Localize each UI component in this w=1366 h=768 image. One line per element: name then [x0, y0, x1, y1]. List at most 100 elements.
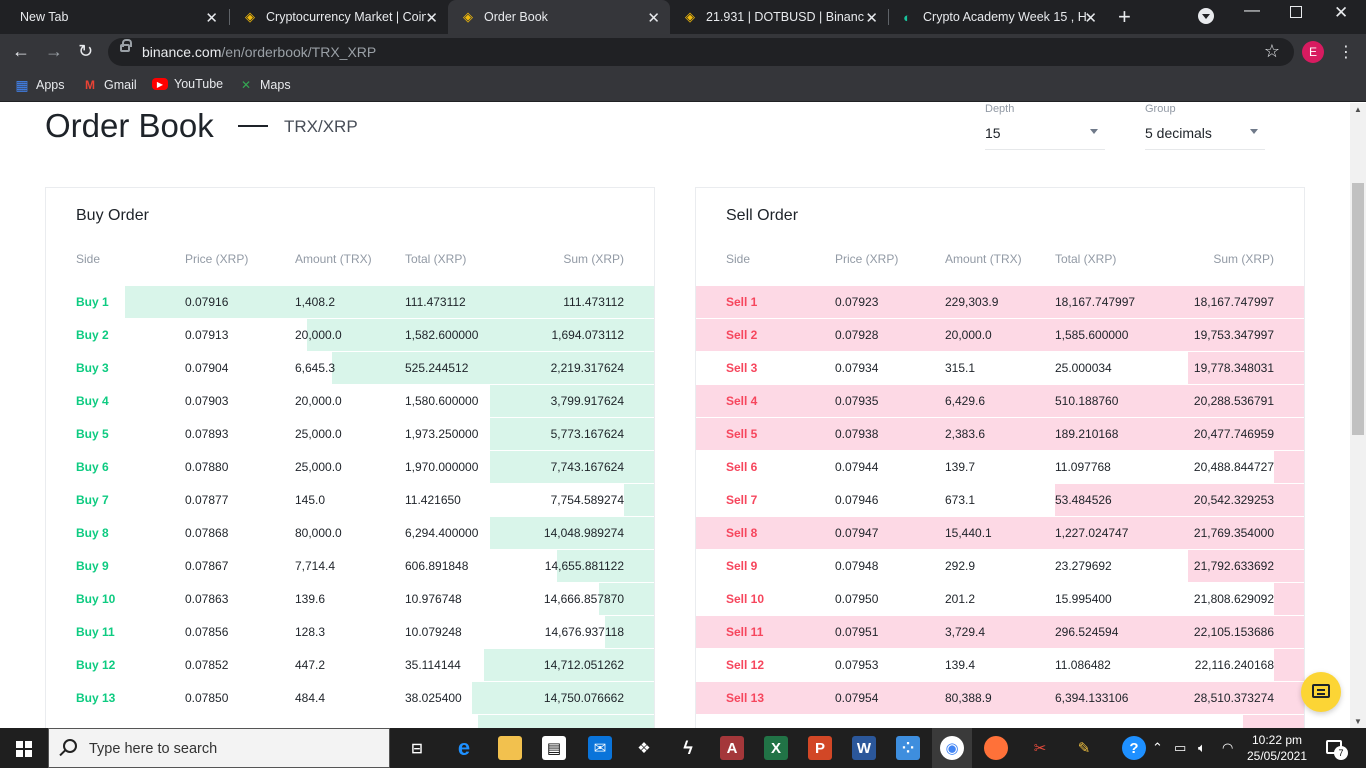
window-close-icon[interactable]: ✕: [1334, 3, 1349, 22]
order-row[interactable]: Buy 5 0.07893 25,000.0 1,973.250000 5,773.16…: [46, 418, 654, 450]
cell-amount: 7,714.4: [295, 559, 336, 573]
order-row[interactable]: Buy 7 0.07877 145.0 11.421650 7,754.589274: [46, 484, 654, 516]
mail-icon[interactable]: ✉: [588, 736, 612, 760]
order-row[interactable]: Buy 9 0.07867 7,714.4 606.891848 14,655.8811…: [46, 550, 654, 582]
wifi-icon[interactable]: ◠: [1222, 740, 1234, 755]
order-row[interactable]: [696, 715, 1304, 728]
cell-total: 23.279692: [1055, 559, 1112, 573]
order-row[interactable]: Sell 6 0.07944 139.7 11.097768 20,488.844727: [696, 451, 1304, 483]
page-scrollbar[interactable]: ▲ ▼: [1350, 103, 1366, 728]
lock-icon: [120, 39, 132, 52]
tab-crypto-academy[interactable]: ◐ Crypto Academy Week 15 , H ✕: [889, 0, 1107, 34]
depth-bar: [331, 352, 654, 384]
order-row[interactable]: Sell 3 0.07934 315.1 25.000034 19,778.348031: [696, 352, 1304, 384]
new-tab-plus-icon[interactable]: +: [1118, 4, 1131, 29]
minimize-icon[interactable]: —: [1244, 2, 1260, 19]
chrome-icon[interactable]: ◉: [940, 736, 964, 760]
close-icon[interactable]: ✕: [647, 10, 660, 27]
help-icon[interactable]: ?: [1122, 736, 1146, 760]
cell-amount: 25,000.0: [295, 460, 342, 474]
network-app-icon[interactable]: ⁘: [896, 736, 920, 760]
app-bolt-icon[interactable]: ϟ: [683, 737, 693, 758]
order-row[interactable]: Sell 10 0.07950 201.2 15.995400 21,808.62909…: [696, 583, 1304, 615]
support-chat-button[interactable]: [1301, 672, 1341, 712]
back-arrow-icon[interactable]: ←: [12, 41, 30, 61]
bookmark-gmail[interactable]: M Gmail: [82, 77, 137, 93]
windows-start-icon[interactable]: [16, 741, 32, 757]
taskbar-search-box[interactable]: Type here to search: [48, 728, 390, 768]
cell-sum: 14,712.051262: [543, 658, 624, 672]
tray-chevron-up-icon[interactable]: ⌃: [1152, 740, 1163, 755]
edge-icon[interactable]: e: [457, 735, 471, 760]
order-row[interactable]: [46, 715, 654, 728]
close-icon[interactable]: ✕: [1084, 10, 1097, 27]
scroll-up-arrow-icon[interactable]: ▲: [1354, 105, 1362, 114]
profile-avatar[interactable]: E: [1302, 41, 1324, 63]
restore-icon[interactable]: [1290, 6, 1302, 18]
youtube-icon: ▶: [152, 78, 168, 90]
depth-bar: [623, 484, 654, 516]
word-icon[interactable]: W: [852, 736, 876, 760]
more-menu-icon[interactable]: ⋮: [1338, 44, 1354, 61]
reload-icon[interactable]: ↻: [78, 41, 94, 61]
cell-side: Sell 3: [726, 361, 758, 375]
order-row[interactable]: Buy 13 0.07850 484.4 38.025400 14,750.076662: [46, 682, 654, 714]
battery-icon[interactable]: ▭: [1174, 740, 1187, 755]
scroll-down-arrow-icon[interactable]: ▼: [1354, 717, 1362, 726]
close-icon[interactable]: ✕: [425, 10, 438, 27]
close-icon[interactable]: ✕: [865, 10, 878, 27]
cell-total: 111.473112: [405, 295, 466, 309]
order-row[interactable]: Sell 12 0.07953 139.4 11.086482 22,116.24016…: [696, 649, 1304, 681]
taskbar-clock[interactable]: 10:22 pm 25/05/2021: [1246, 732, 1308, 764]
group-value: 5 decimals: [1145, 125, 1212, 141]
access-icon[interactable]: A: [720, 736, 744, 760]
tab-cryptocurrency-market[interactable]: ◈ Cryptocurrency Market | Coin ✕: [230, 0, 448, 34]
address-bar[interactable]: binance.com/en/orderbook/TRX_XRP ☆: [108, 38, 1294, 66]
forward-arrow-icon[interactable]: →: [45, 41, 63, 61]
order-row[interactable]: Buy 6 0.07880 25,000.0 1,970.000000 7,743.16…: [46, 451, 654, 483]
order-row[interactable]: Sell 2 0.07928 20,000.0 1,585.600000 19,753.…: [696, 319, 1304, 351]
order-row[interactable]: Buy 11 0.07856 128.3 10.079248 14,676.937118: [46, 616, 654, 648]
bookmark-maps[interactable]: ✕ Maps: [238, 77, 291, 93]
cell-amount: 673.1: [945, 493, 976, 507]
bookmark-star-icon[interactable]: ☆: [1263, 41, 1280, 61]
order-row[interactable]: Sell 9 0.07948 292.9 23.279692 21,792.633692: [696, 550, 1304, 582]
excel-icon[interactable]: X: [764, 736, 788, 760]
paint-icon[interactable]: ✎: [1077, 740, 1091, 757]
cell-total: 510.188760: [1055, 394, 1119, 408]
dropbox-icon[interactable]: ❖: [637, 740, 651, 757]
order-row[interactable]: Buy 2 0.07913 20,000.0 1,582.600000 1,694.07…: [46, 319, 654, 351]
snipping-tool-icon[interactable]: ✂: [1033, 740, 1047, 757]
bookmark-youtube[interactable]: ▶ YouTube: [152, 77, 223, 91]
order-row[interactable]: Buy 12 0.07852 447.2 35.114144 14,712.051262: [46, 649, 654, 681]
order-row[interactable]: Sell 4 0.07935 6,429.6 510.188760 20,288.536…: [696, 385, 1304, 417]
cell-amount: 139.6: [295, 592, 326, 606]
bookmark-apps[interactable]: ▦ Apps: [14, 77, 64, 93]
volume-icon[interactable]: 🔈︎: [1198, 740, 1206, 755]
order-row[interactable]: Buy 10 0.07863 139.6 10.976748 14,666.857870: [46, 583, 654, 615]
cell-amount: 6,429.6: [945, 394, 986, 408]
tab-dotbusd[interactable]: ◈ 21.931 | DOTBUSD | Binance S ✕: [670, 0, 888, 34]
order-row[interactable]: Sell 11 0.07951 3,729.4 296.524594 22,105.15…: [696, 616, 1304, 648]
order-row[interactable]: Sell 1 0.07923 229,303.9 18,167.747997 18,16…: [696, 286, 1304, 318]
order-row[interactable]: Buy 1 0.07916 1,408.2 111.473112 111.473112: [46, 286, 654, 318]
powerpoint-icon[interactable]: P: [808, 736, 832, 760]
tab-search-icon[interactable]: [1198, 8, 1214, 24]
order-row[interactable]: Sell 7 0.07946 673.1 53.484526 20,542.329253: [696, 484, 1304, 516]
order-row[interactable]: Sell 8 0.07947 15,440.1 1,227.024747 21,769.…: [696, 517, 1304, 549]
task-view-icon[interactable]: ⊟: [411, 739, 423, 756]
close-icon[interactable]: ✕: [205, 10, 218, 27]
order-row[interactable]: Buy 3 0.07904 6,645.3 525.244512 2,219.31762…: [46, 352, 654, 384]
order-row[interactable]: Sell 5 0.07938 2,383.6 189.210168 20,477.746…: [696, 418, 1304, 450]
store-icon[interactable]: ▤: [542, 736, 566, 760]
order-row[interactable]: Buy 4 0.07903 20,000.0 1,580.600000 3,799.91…: [46, 385, 654, 417]
firefox-icon[interactable]: [984, 736, 1008, 760]
scroll-thumb[interactable]: [1352, 183, 1364, 435]
file-explorer-icon[interactable]: [498, 736, 522, 760]
cell-total: 1,585.600000: [1055, 328, 1129, 342]
order-row[interactable]: Sell 13 0.07954 80,388.9 6,394.133106 28,510…: [696, 682, 1304, 714]
order-row[interactable]: Buy 8 0.07868 80,000.0 6,294.400000 14,048.9…: [46, 517, 654, 549]
tab-order-book[interactable]: ◈ Order Book ✕: [448, 0, 670, 34]
tab-new-tab[interactable]: New Tab ✕: [0, 0, 228, 34]
cell-price: 0.07880: [185, 460, 229, 474]
